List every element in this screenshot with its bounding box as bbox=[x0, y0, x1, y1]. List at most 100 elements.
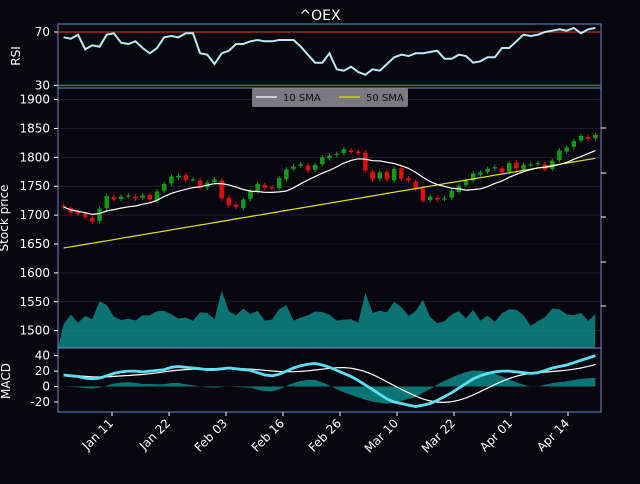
candle-body bbox=[550, 160, 555, 169]
candle-body bbox=[269, 187, 275, 189]
candle-body bbox=[535, 163, 541, 165]
candlestick bbox=[118, 194, 124, 202]
candle-body bbox=[255, 183, 260, 191]
candlestick bbox=[399, 166, 404, 182]
candle-body bbox=[291, 166, 296, 169]
candle-body bbox=[442, 198, 447, 200]
candlestick bbox=[348, 148, 354, 155]
candlestick bbox=[499, 166, 505, 175]
candlestick bbox=[284, 167, 289, 182]
candlestick bbox=[97, 206, 102, 224]
candlestick bbox=[226, 195, 232, 208]
legend-label-sma-50: 50 SMA bbox=[366, 93, 404, 104]
legend: 10 SMA 50 SMA bbox=[252, 88, 408, 107]
candlestick bbox=[435, 195, 440, 202]
x-tick-label: Feb 16 bbox=[249, 416, 287, 454]
candlestick bbox=[478, 170, 483, 177]
candle-body bbox=[341, 149, 347, 154]
candlestick bbox=[190, 176, 196, 182]
candle-body bbox=[406, 178, 411, 181]
price-tick-label: 1550 bbox=[19, 295, 50, 309]
candlestick bbox=[133, 194, 138, 201]
candle-body bbox=[585, 137, 591, 139]
candle-body bbox=[471, 173, 476, 181]
candlestick bbox=[406, 175, 411, 183]
candlestick bbox=[363, 150, 368, 173]
candlestick bbox=[427, 194, 433, 203]
candle-body bbox=[334, 153, 339, 156]
candlestick bbox=[578, 133, 584, 143]
candle-body bbox=[463, 181, 469, 186]
price-tick-label: 1500 bbox=[19, 324, 50, 338]
candlestick bbox=[449, 188, 454, 201]
candle-body bbox=[305, 165, 311, 171]
candle-body bbox=[356, 151, 361, 154]
x-tick-label: Apr 01 bbox=[477, 416, 515, 454]
candle-body bbox=[126, 195, 131, 197]
x-tick-label: Jan 22 bbox=[136, 416, 173, 453]
candle-body bbox=[312, 164, 318, 171]
rsi-tick-label: 70 bbox=[35, 25, 50, 39]
candlestick bbox=[377, 170, 383, 182]
candlestick bbox=[535, 160, 541, 166]
candle-body bbox=[233, 204, 239, 208]
macd-tick-label: 40 bbox=[35, 349, 50, 363]
candle-body bbox=[133, 196, 138, 199]
candle-body bbox=[571, 141, 577, 147]
candlestick bbox=[291, 164, 296, 172]
candlestick bbox=[528, 161, 533, 167]
rsi-panel: ^OEX RSI 30 70 bbox=[9, 8, 602, 92]
candlestick bbox=[104, 193, 109, 211]
candlestick bbox=[61, 203, 66, 210]
price-tick-label: 1650 bbox=[19, 237, 50, 251]
candlestick bbox=[169, 174, 174, 186]
candle-body bbox=[521, 164, 526, 170]
candle-body bbox=[499, 168, 505, 173]
candle-body bbox=[506, 163, 512, 172]
candlestick bbox=[334, 151, 339, 158]
candlestick bbox=[557, 148, 562, 163]
x-tick-label: Apr 14 bbox=[534, 416, 572, 454]
price-tick-label: 1750 bbox=[19, 179, 50, 193]
price-tick-label: 1900 bbox=[19, 93, 50, 107]
candlestick bbox=[593, 132, 598, 141]
candlestick bbox=[550, 158, 555, 172]
candlestick bbox=[276, 175, 282, 191]
candle-body bbox=[514, 162, 519, 169]
candlestick bbox=[341, 146, 347, 156]
candle-body bbox=[61, 205, 66, 208]
candle-body bbox=[197, 180, 203, 188]
candlestick bbox=[233, 202, 239, 210]
candle-body bbox=[90, 218, 95, 222]
candlestick bbox=[147, 192, 153, 202]
macd-histogram-area bbox=[58, 370, 596, 404]
candlestick bbox=[492, 164, 498, 171]
candlestick bbox=[442, 196, 447, 202]
candle-body bbox=[528, 164, 533, 166]
candlestick bbox=[420, 186, 426, 203]
candle-body bbox=[449, 190, 454, 198]
candle-body bbox=[578, 135, 584, 141]
x-axis: Jan 11 Jan 22 Feb 03 Feb 16 Feb 26 Mar 10 Mar … bbox=[79, 412, 572, 456]
candlestick bbox=[370, 169, 375, 182]
candle-body bbox=[327, 155, 332, 159]
candle-body bbox=[161, 183, 167, 191]
price-panel: 1500 1550 1600 1650 1700 1750 1800 1850 1900 Sto… bbox=[0, 87, 606, 349]
candlestick bbox=[262, 182, 268, 191]
candle-body bbox=[557, 150, 562, 161]
candlestick bbox=[564, 145, 569, 154]
candle-body bbox=[564, 147, 569, 152]
macd-tick-label: 0 bbox=[42, 380, 50, 394]
rsi-axis-label: RSI bbox=[9, 46, 23, 66]
rsi-series-line bbox=[63, 26, 596, 76]
candlestick bbox=[161, 181, 167, 194]
candle-body bbox=[226, 197, 232, 206]
candle-body bbox=[420, 188, 426, 201]
candle-body bbox=[413, 181, 418, 190]
candlestick bbox=[571, 138, 577, 150]
candlestick bbox=[219, 178, 224, 201]
candle-body bbox=[320, 157, 325, 165]
x-tick-label: Mar 22 bbox=[419, 416, 458, 455]
